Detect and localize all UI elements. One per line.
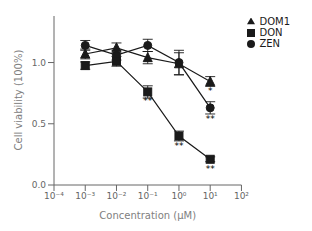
svg-text:0.5: 0.5 (32, 119, 46, 129)
html-text:DON: DON (259, 27, 283, 38)
svg-text:**: ** (174, 141, 184, 151)
svg-text:0.0: 0.0 (32, 180, 47, 190)
svg-text:*: * (208, 86, 213, 96)
svg-text:Cell viability (100%): Cell viability (100%) (13, 50, 24, 151)
svg-text:1.0: 1.0 (32, 58, 47, 68)
svg-text:10¹: 10¹ (203, 191, 218, 201)
svg-text:10²: 10² (234, 191, 249, 201)
html-text:DOM1: DOM1 (259, 16, 290, 27)
html-text:ZEN: ZEN (259, 38, 281, 49)
svg-text:10⁻³: 10⁻³ (75, 191, 95, 201)
svg-text:**: ** (143, 96, 153, 106)
svg-text:10⁰: 10⁰ (171, 191, 186, 201)
svg-text:10⁻¹: 10⁻¹ (138, 191, 158, 201)
svg-text:**: ** (206, 164, 216, 174)
svg-text:Concentration (μM): Concentration (μM) (99, 210, 196, 221)
svg-text:10⁻²: 10⁻² (107, 191, 127, 201)
svg-text:**: ** (206, 114, 216, 124)
svg-text:10⁻⁴: 10⁻⁴ (44, 191, 64, 201)
